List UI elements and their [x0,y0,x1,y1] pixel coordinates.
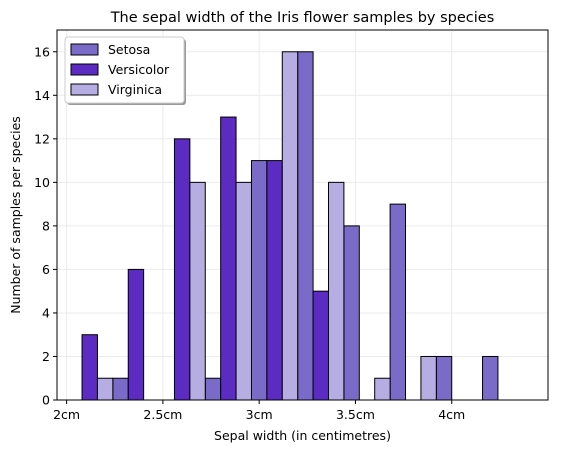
y-tick-label: 0 [42,393,50,408]
legend-swatch-versicolor [70,63,99,76]
bar-virginica-7 [420,355,437,401]
bars [81,51,499,401]
bar-setosa-8 [435,355,453,401]
legend-label-virginica: Virginica [108,82,162,97]
bar-virginica-4 [281,51,299,401]
y-tick-label: 2 [42,349,50,364]
bar-virginica-5 [327,181,345,401]
x-tick-label: 2.5cm [143,407,182,422]
plot-area-frame [56,29,549,401]
y-axis-label: Number of samples per species [8,116,23,314]
bar-setosa-4 [250,160,268,401]
bar-versicolor-3 [220,116,237,401]
y-tick-label: 12 [34,131,50,146]
x-tick-label: 3cm [246,407,273,422]
bar-versicolor-2 [173,138,191,401]
x-tick-label: 3.5cm [336,407,375,422]
bar-setosa-6 [343,225,360,401]
legend: Setosa Versicolor Virginica [64,36,186,105]
bar-virginica-0 [96,377,114,401]
y-tick-label: 14 [34,88,50,103]
y-axis: 0 2 4 6 8 10 12 14 16 [34,44,57,408]
bar-virginica-6 [374,377,391,401]
bar-setosa-5 [297,51,314,401]
y-tick-label: 10 [34,175,50,190]
bar-versicolor-4 [266,160,283,401]
y-tick-label: 6 [42,262,50,277]
bar-versicolor-1 [127,268,145,401]
x-tick-label: 4cm [438,407,465,422]
bar-setosa-3 [204,377,222,401]
chart-title: The sepal width of the Iris flower sampl… [110,10,495,26]
y-tick-label: 8 [42,218,50,233]
bar-setosa-1 [112,377,129,401]
y-tick-label: 16 [34,44,50,59]
bar-versicolor-0 [81,334,98,401]
bar-setosa-9 [482,355,499,401]
legend-label-setosa: Setosa [108,42,150,57]
legend-swatch-setosa [70,43,99,56]
legend-label-versicolor: Versicolor [108,62,170,77]
x-axis: 2cm 2.5cm 3cm 3.5cm 4cm [53,400,465,422]
bar-virginica-3 [235,181,252,401]
x-tick-label: 2cm [53,407,80,422]
x-axis-label: Sepal width (in centimetres) [214,428,391,443]
legend-swatch-virginica [70,83,99,96]
bar-versicolor-5 [312,290,329,401]
y-tick-label: 4 [42,305,50,320]
bar-setosa-7 [389,203,407,401]
bar-virginica-2 [189,181,206,401]
